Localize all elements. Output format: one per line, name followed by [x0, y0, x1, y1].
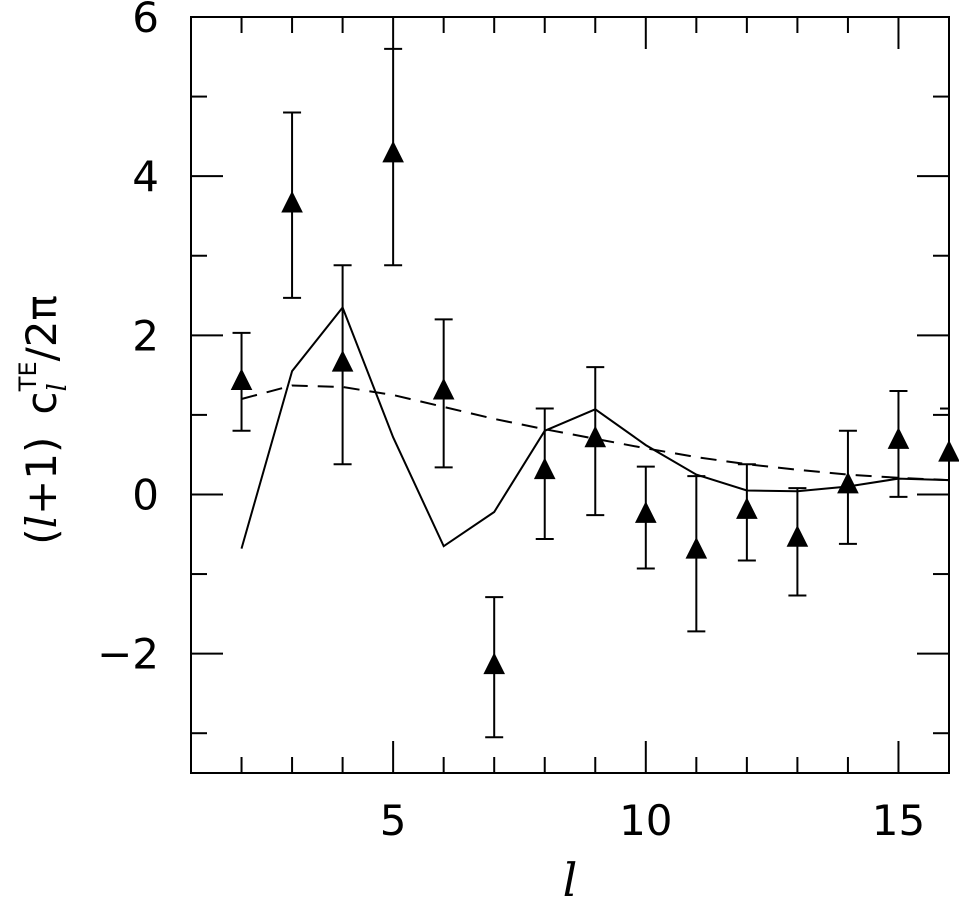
data-point-triangle: [887, 427, 910, 449]
data-point-triangle: [938, 439, 959, 462]
data-point-triangle: [634, 501, 657, 523]
data-point-triangle: [331, 350, 354, 372]
y-tick-label: 6: [132, 0, 159, 42]
y-label-plus-one: +1): [17, 437, 66, 515]
data-point-triangle: [281, 190, 303, 213]
data-point-triangle: [584, 425, 607, 448]
y-tick-label: 4: [132, 152, 159, 201]
y-axis-label: (l+1)clTE/2π: [14, 295, 73, 545]
x-tick-label: 10: [619, 796, 672, 845]
data-point-triangle: [432, 377, 455, 400]
y-label-open-paren: (: [17, 528, 66, 544]
data-points: [230, 47, 959, 773]
y-tick-label: 0: [132, 470, 159, 519]
dashed-model-line: [241, 384, 950, 482]
plot-frame: [190, 16, 950, 774]
y-label-superscript: TE: [14, 361, 42, 392]
y-tick-label: 2: [132, 311, 159, 360]
data-point-triangle: [837, 471, 859, 494]
y-label-subscript: l: [43, 383, 73, 391]
data-point-triangle: [786, 525, 809, 547]
x-axis-label: l: [563, 853, 578, 905]
y-tick-label: −2: [97, 630, 159, 679]
y-label-tail: /2π: [17, 295, 66, 361]
x-tick-label: 15: [872, 796, 925, 845]
data-point-triangle: [382, 140, 404, 163]
y-label-c: c: [17, 392, 66, 415]
data-point-triangle: [483, 652, 506, 675]
data-point-triangle: [230, 368, 253, 390]
y-label-ell: l: [17, 515, 66, 528]
svg-text:(l+1)clTE/2π: (l+1)clTE/2π: [14, 295, 73, 545]
x-tick-label: 5: [380, 796, 407, 845]
axes: 5 10 15 −2 0 2 4 6: [97, 0, 950, 845]
data-point-triangle: [685, 537, 708, 559]
data-point-triangle: [533, 457, 556, 480]
data-point-triangle: [736, 497, 758, 519]
